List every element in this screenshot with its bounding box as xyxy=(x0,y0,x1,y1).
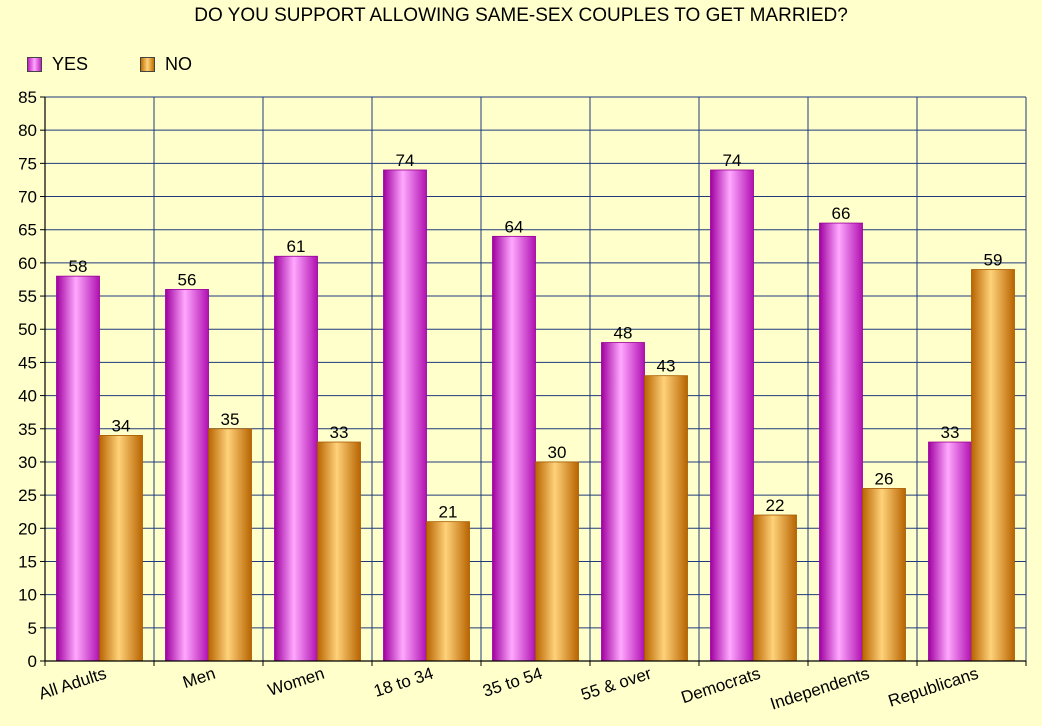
x-tick-label: Democrats xyxy=(679,664,763,707)
data-label-yes: 56 xyxy=(178,270,197,289)
legend-label-no: NO xyxy=(165,53,192,74)
y-tick-label: 85 xyxy=(18,88,37,107)
legend-label-yes: YES xyxy=(52,53,89,74)
y-tick-label: 25 xyxy=(18,486,37,505)
bar-yes xyxy=(710,169,754,662)
bar-yes xyxy=(274,255,318,662)
y-tick-label: 50 xyxy=(18,320,37,339)
y-tick-label: 15 xyxy=(18,552,37,571)
x-tick-label: Independents xyxy=(768,664,872,714)
data-label-yes: 58 xyxy=(69,257,88,276)
bar-no xyxy=(971,269,1015,662)
data-labels: 58 56 61 74 64 48 74 66 33 34 35 33 21 30 43 22 26 59 xyxy=(69,151,1003,522)
legend-swatch-yes xyxy=(27,56,42,72)
y-tick-label: 5 xyxy=(28,619,37,638)
data-label-yes: 74 xyxy=(723,151,742,170)
data-label-no: 21 xyxy=(439,503,458,522)
y-tick-label: 55 xyxy=(18,287,37,306)
x-tick-label: 35 to 54 xyxy=(480,664,544,701)
x-tick-label: All Adults xyxy=(36,664,108,704)
y-tick-label: 60 xyxy=(18,254,37,273)
y-tick-label: 0 xyxy=(28,652,37,671)
data-label-yes: 61 xyxy=(287,237,306,256)
x-tick-label: Women xyxy=(265,664,326,700)
data-label-yes: 74 xyxy=(396,151,415,170)
data-label-no: 33 xyxy=(330,423,349,442)
bar-no xyxy=(644,375,688,662)
legend-swatch-no xyxy=(140,56,155,72)
bar-yes xyxy=(819,222,863,662)
y-tick-label: 45 xyxy=(18,353,37,372)
bar-no xyxy=(208,428,252,662)
x-tick-label: Men xyxy=(180,664,217,692)
y-tick-label: 35 xyxy=(18,420,37,439)
data-label-no: 35 xyxy=(221,410,240,429)
bar-no xyxy=(753,514,797,662)
data-label-no: 30 xyxy=(548,443,567,462)
x-tick-label: Republicans xyxy=(886,664,981,711)
y-tick-label: 65 xyxy=(18,221,37,240)
y-tick-label: 70 xyxy=(18,188,37,207)
y-tick-label: 30 xyxy=(18,453,37,472)
bar-yes xyxy=(383,169,427,662)
bar-yes xyxy=(928,441,972,662)
bar-no xyxy=(317,441,361,662)
data-label-no: 59 xyxy=(984,251,1003,270)
legend-item-no: NO xyxy=(140,53,192,75)
bars xyxy=(56,169,1015,662)
chart-title: DO YOU SUPPORT ALLOWING SAME-SEX COUPLES… xyxy=(194,5,848,26)
bar-yes xyxy=(492,235,536,662)
data-label-no: 34 xyxy=(112,416,131,435)
data-label-yes: 33 xyxy=(941,423,960,442)
y-tick-label: 80 xyxy=(18,121,37,140)
x-tick-label: 18 to 34 xyxy=(371,664,435,701)
y-tick-label: 75 xyxy=(18,154,37,173)
bar-no xyxy=(426,521,470,662)
y-tick-label: 40 xyxy=(18,387,37,406)
y-tick-label: 20 xyxy=(18,519,37,538)
data-label-no: 43 xyxy=(657,357,676,376)
y-tick-label: 10 xyxy=(18,586,37,605)
data-label-yes: 64 xyxy=(505,217,524,236)
bar-yes xyxy=(601,342,645,662)
data-label-no: 26 xyxy=(875,469,894,488)
bar-yes xyxy=(56,275,100,662)
data-label-yes: 66 xyxy=(832,204,851,223)
bar-no xyxy=(862,488,906,662)
data-label-yes: 48 xyxy=(614,324,633,343)
bar-yes xyxy=(165,289,209,662)
legend-item-yes: YES xyxy=(27,53,88,75)
x-tick-label: 55 & over xyxy=(579,664,654,705)
bar-no xyxy=(535,461,579,662)
bar-no xyxy=(99,434,143,662)
data-label-no: 22 xyxy=(766,496,785,515)
